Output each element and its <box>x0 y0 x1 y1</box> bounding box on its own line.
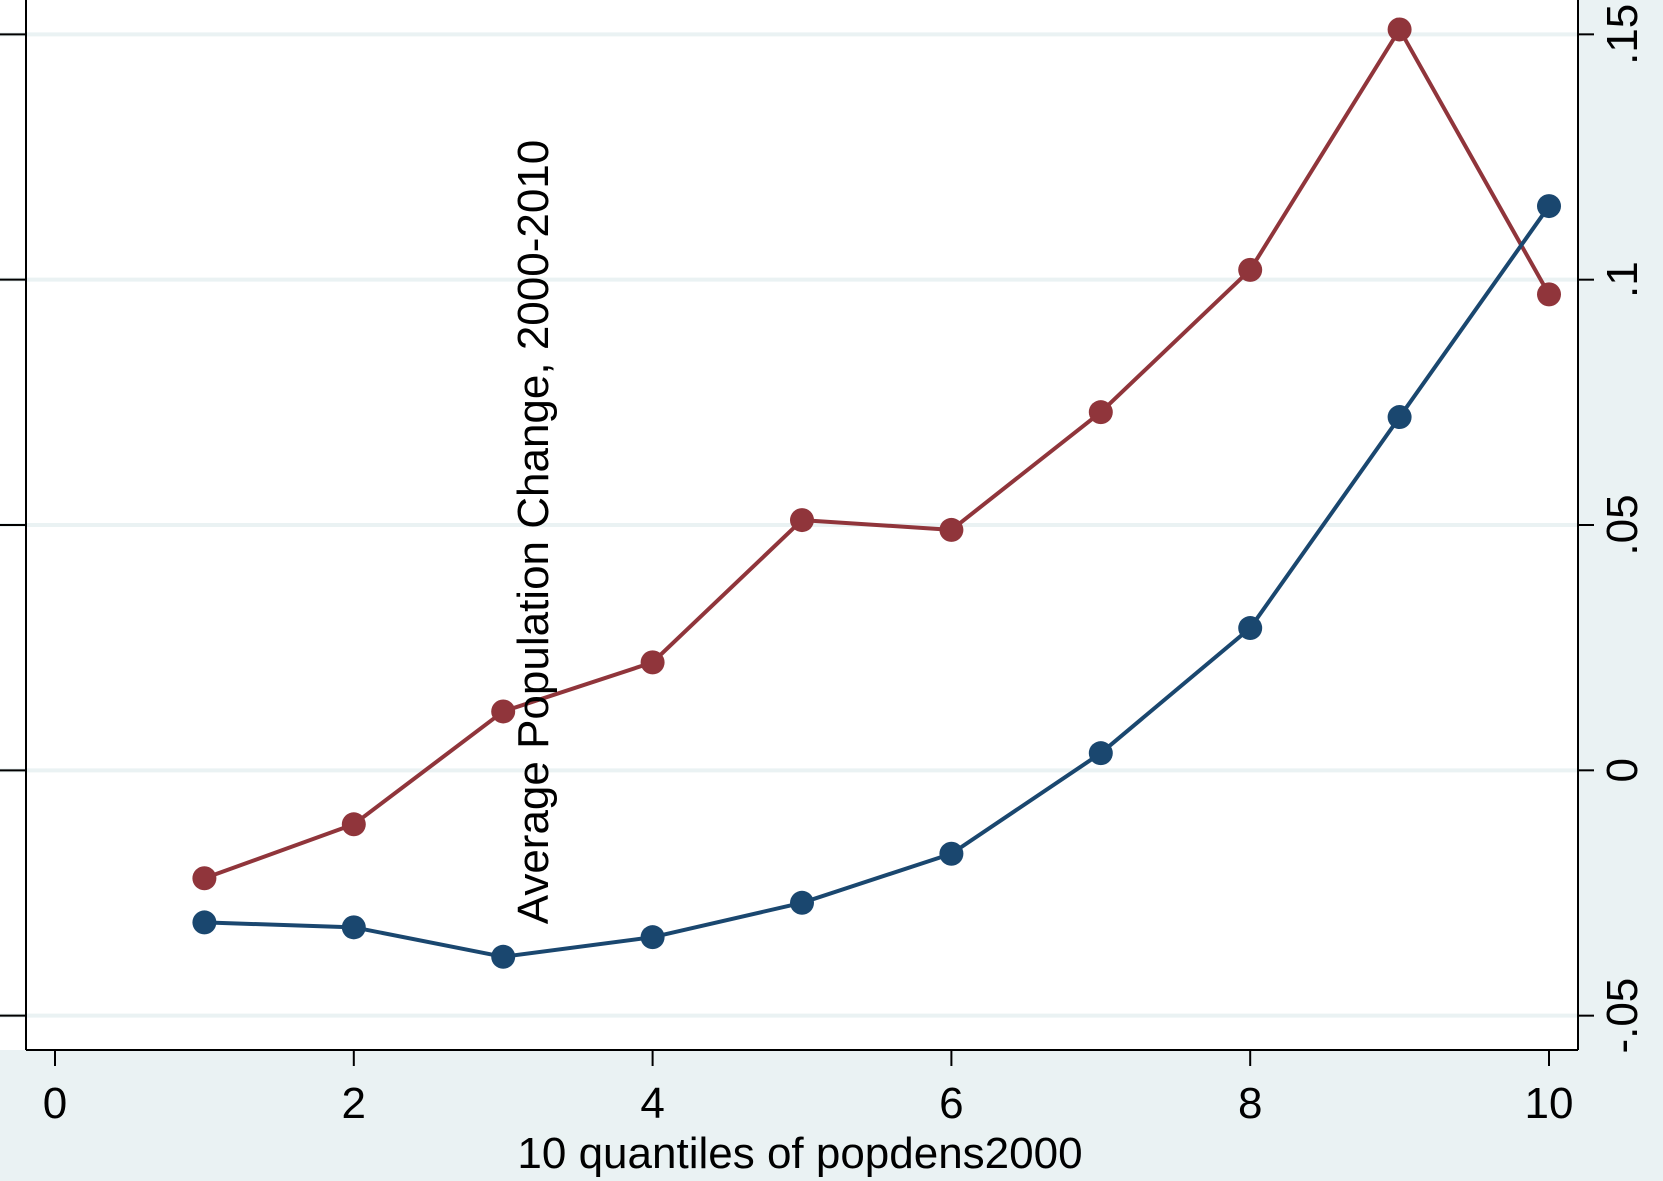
series-2-point-6 <box>939 841 964 866</box>
series-2-point-2 <box>341 915 366 940</box>
x-tick-label-3: 6 <box>939 1079 963 1128</box>
series-1-point-7 <box>1088 400 1113 425</box>
series-2-point-5 <box>790 890 814 915</box>
x-axis-title: 10 quantiles of popdens2000 <box>517 1129 1082 1178</box>
series-2-point-7 <box>1088 741 1113 766</box>
x-tick-label-5: 10 <box>1525 1079 1574 1128</box>
x-tick-label-4: 8 <box>1238 1079 1262 1128</box>
x-ticks: 0 2 4 6 8 10 <box>43 1050 1574 1128</box>
grid-lines <box>0 32 1578 1018</box>
x-tick-label-0: 0 <box>43 1079 67 1128</box>
series-2-point-1 <box>192 910 217 935</box>
series-2-line <box>204 204 1551 959</box>
series-1-point-4 <box>640 650 665 675</box>
y-tick-label-4: .15 <box>1598 4 1647 65</box>
series-2-point-9 <box>1387 405 1412 430</box>
series-1-point-6 <box>939 517 964 542</box>
series-1-point-10 <box>1537 282 1561 307</box>
series-lines <box>192 17 1561 969</box>
series-1-line <box>203 27 1551 881</box>
y-tick-label-0: -.05 <box>1598 978 1647 1054</box>
y-tick-label-3: .1 <box>1598 261 1647 298</box>
series-1-point-1 <box>192 866 217 891</box>
series-2-point-10 <box>1537 194 1561 219</box>
y-ticks: -.05 0 .05 .1 .15 <box>0 4 1647 1054</box>
series-1-point-8 <box>1238 257 1263 282</box>
y-tick-label-1: 0 <box>1598 758 1647 782</box>
series-1-point-3 <box>491 699 516 724</box>
series-1-point-2 <box>341 812 366 837</box>
series-2-point-4 <box>640 925 665 950</box>
series-2-point-3 <box>491 944 516 969</box>
series-1-point-5 <box>790 508 814 533</box>
x-tick-label-2: 4 <box>640 1079 664 1128</box>
y-axis-title: Average Population Change, 2000-2010 <box>509 140 558 924</box>
y-tick-label-2: .05 <box>1598 494 1647 555</box>
x-tick-label-1: 2 <box>342 1079 366 1128</box>
series-2-point-8 <box>1238 616 1263 641</box>
series-1-point-9 <box>1387 17 1412 42</box>
